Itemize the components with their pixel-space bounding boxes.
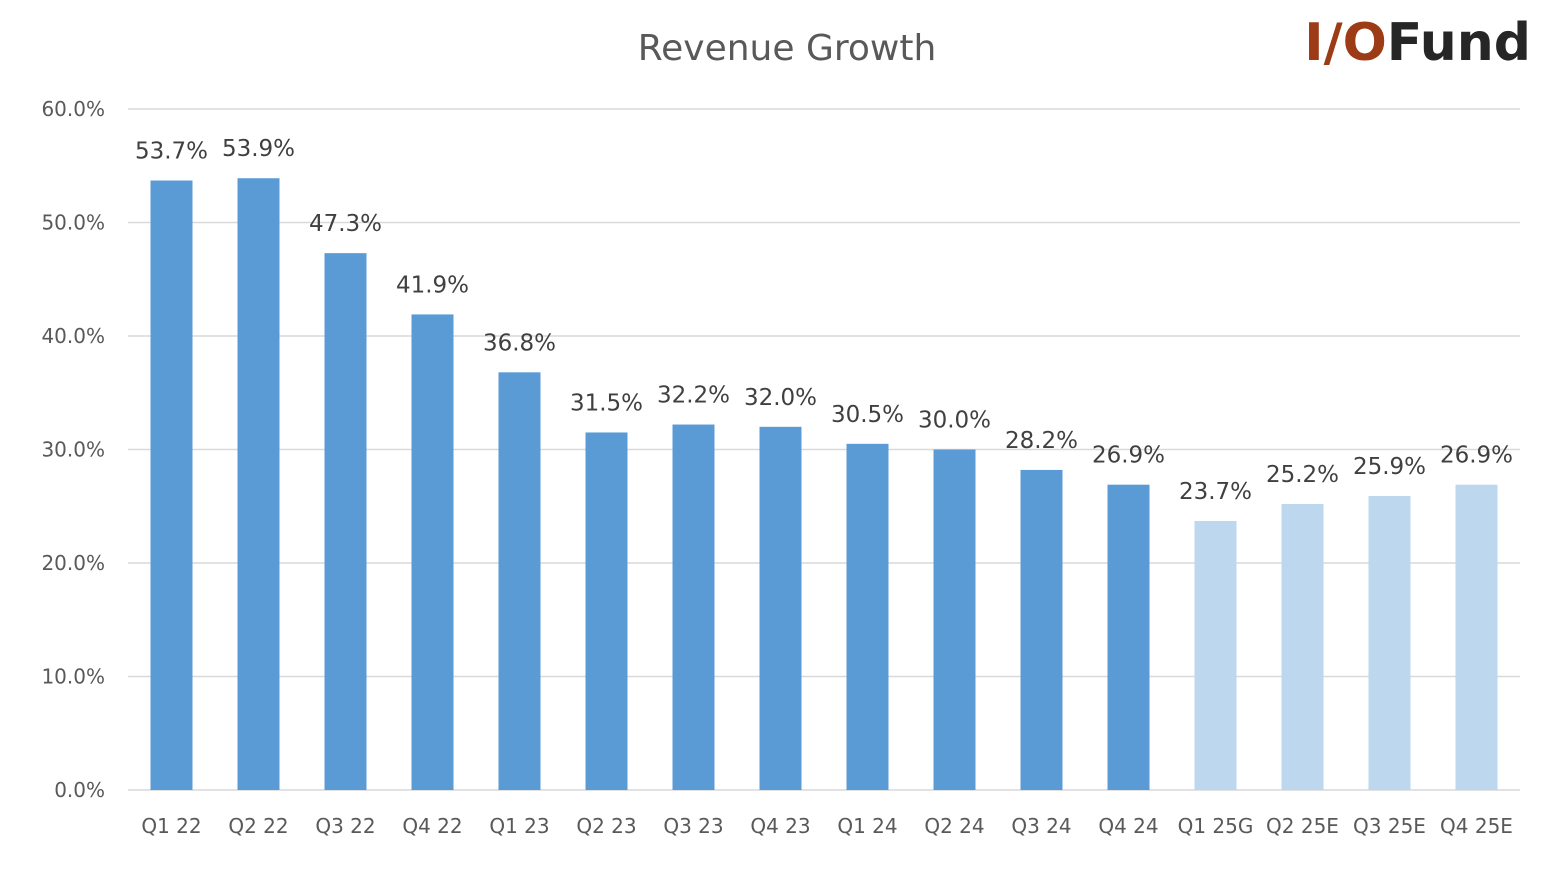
svg-text:I/OFund: I/OFund bbox=[1304, 13, 1531, 73]
y-tick-label: 0.0% bbox=[54, 778, 105, 802]
x-tick-label: Q1 25G bbox=[1178, 814, 1254, 838]
bar-q3-24 bbox=[1020, 469, 1063, 790]
x-tick-label: Q2 24 bbox=[924, 814, 984, 838]
bar-q4-22 bbox=[411, 314, 454, 790]
data-label: 23.7% bbox=[1179, 479, 1252, 505]
data-label: 26.9% bbox=[1092, 443, 1165, 469]
bar-q3-22 bbox=[324, 253, 367, 790]
y-tick-label: 50.0% bbox=[41, 211, 105, 235]
logo-fund-text: Fund bbox=[1387, 13, 1531, 73]
x-tick-label: Q1 22 bbox=[141, 814, 201, 838]
data-label: 31.5% bbox=[570, 390, 643, 416]
bar-q1-24 bbox=[846, 443, 889, 790]
x-tick-label: Q2 22 bbox=[228, 814, 288, 838]
y-tick-label: 20.0% bbox=[41, 551, 105, 575]
data-label: 30.5% bbox=[831, 402, 904, 428]
bar-q1-22 bbox=[150, 180, 193, 790]
bar-q4-25e bbox=[1455, 484, 1498, 790]
x-tick-label: Q4 22 bbox=[402, 814, 462, 838]
data-label: 53.9% bbox=[222, 136, 295, 162]
bar-q1-23 bbox=[498, 372, 541, 790]
io-fund-logo: I/OFund bbox=[1304, 13, 1531, 73]
x-tick-label: Q2 25E bbox=[1266, 814, 1339, 838]
x-tick-label: Q1 24 bbox=[837, 814, 897, 838]
y-tick-label: 40.0% bbox=[41, 324, 105, 348]
bar-q2-24 bbox=[933, 449, 976, 790]
data-label: 25.2% bbox=[1266, 462, 1339, 488]
data-label: 47.3% bbox=[309, 211, 382, 237]
x-tick-label: Q1 23 bbox=[489, 814, 549, 838]
bar-q1-25g bbox=[1194, 521, 1237, 790]
data-label: 41.9% bbox=[396, 272, 469, 298]
data-label: 32.0% bbox=[744, 385, 817, 411]
y-tick-label: 60.0% bbox=[41, 97, 105, 121]
bar-q2-25e bbox=[1281, 503, 1324, 790]
x-axis: Q1 22 Q2 22 Q3 22 Q4 22 Q1 23 Q2 23 Q3 23 Q4 23… bbox=[141, 814, 1513, 838]
y-tick-label: 30.0% bbox=[41, 438, 105, 462]
y-tick-label: 10.0% bbox=[41, 665, 105, 689]
chart-title: Revenue Growth bbox=[638, 28, 937, 69]
x-tick-label: Q3 25E bbox=[1353, 814, 1426, 838]
data-label: 30.0% bbox=[918, 408, 991, 434]
data-label: 36.8% bbox=[483, 330, 556, 356]
data-label: 25.9% bbox=[1353, 454, 1426, 480]
bars bbox=[150, 178, 1498, 791]
x-tick-label: Q3 23 bbox=[663, 814, 723, 838]
data-label: 26.9% bbox=[1440, 443, 1513, 469]
data-label: 53.7% bbox=[135, 139, 208, 165]
bar-q2-23 bbox=[585, 432, 628, 790]
data-labels: 53.7% 53.9% 47.3% 41.9% 36.8% 31.5% 32.2% 32.0%… bbox=[135, 136, 1513, 505]
bar-q4-24 bbox=[1107, 484, 1150, 790]
bar-q4-23 bbox=[759, 426, 802, 790]
x-tick-label: Q4 24 bbox=[1098, 814, 1158, 838]
bar-q2-22 bbox=[237, 178, 280, 791]
y-axis: 0.0% 10.0% 20.0% 30.0% 40.0% 50.0% 60.0% bbox=[41, 97, 105, 802]
logo-io-text: I/O bbox=[1304, 13, 1387, 73]
x-tick-label: Q4 25E bbox=[1440, 814, 1513, 838]
bar-q3-25e bbox=[1368, 496, 1411, 790]
data-label: 28.2% bbox=[1005, 428, 1078, 454]
bar-q3-23 bbox=[672, 424, 715, 790]
x-tick-label: Q2 23 bbox=[576, 814, 636, 838]
x-tick-label: Q3 24 bbox=[1011, 814, 1071, 838]
x-tick-label: Q4 23 bbox=[750, 814, 810, 838]
x-tick-label: Q3 22 bbox=[315, 814, 375, 838]
data-label: 32.2% bbox=[657, 383, 730, 409]
